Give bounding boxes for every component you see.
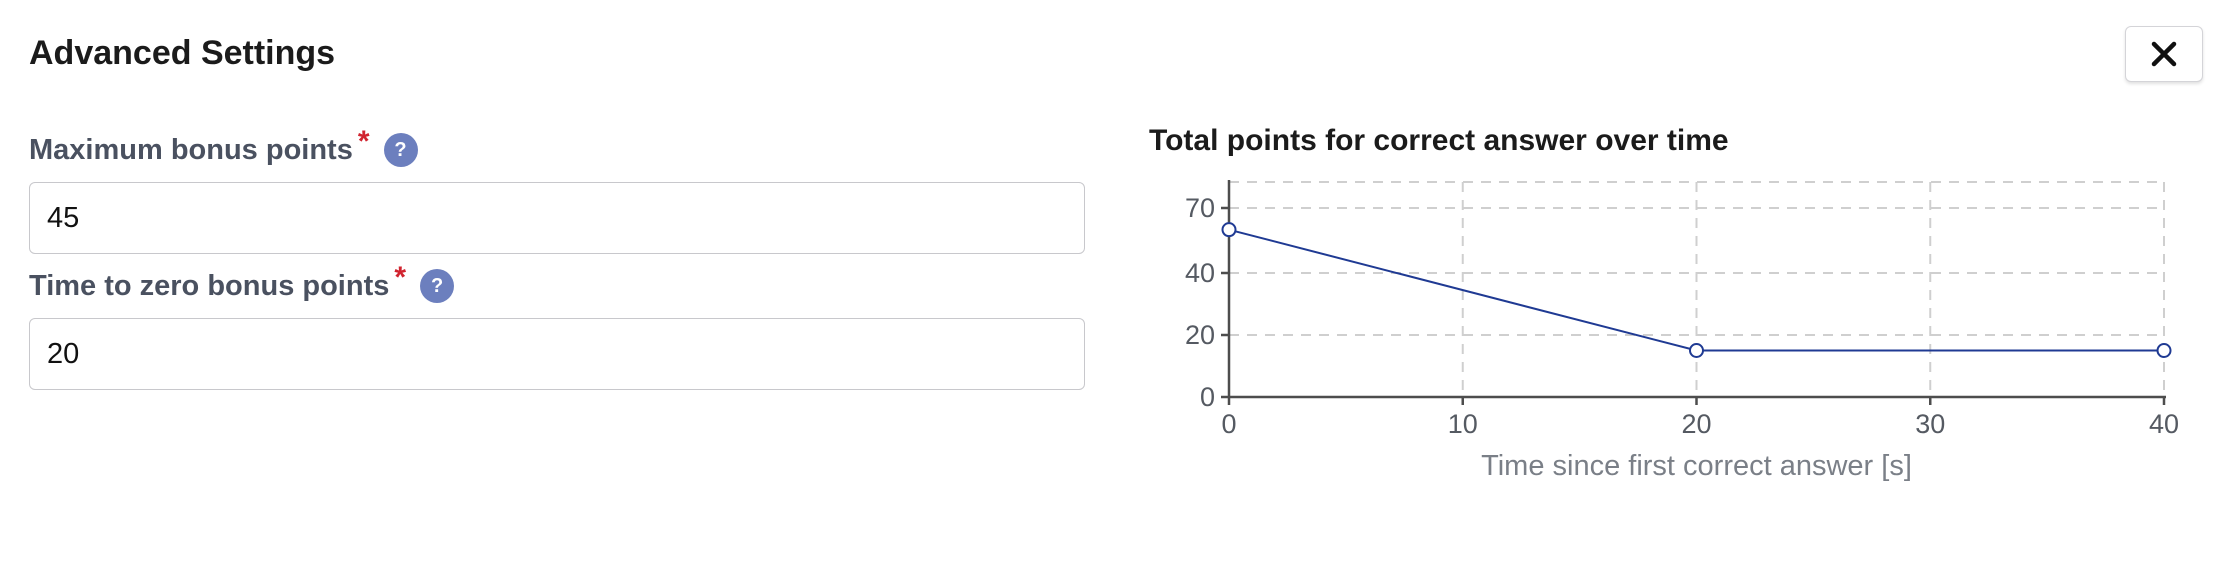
chart-axes xyxy=(1221,180,2166,405)
chart-title: Total points for correct answer over tim… xyxy=(1149,124,1729,157)
time-to-zero-input[interactable] xyxy=(29,318,1085,390)
x-tick-label: 0 xyxy=(1221,409,1236,439)
max-bonus-label: Maximum bonus points xyxy=(29,133,353,166)
x-tick-label: 20 xyxy=(1681,409,1711,439)
data-point xyxy=(2156,343,2172,358)
y-tick-label: 20 xyxy=(1185,320,1215,350)
y-tick-label: 0 xyxy=(1200,382,1215,412)
close-button[interactable] xyxy=(2125,26,2203,82)
data-point xyxy=(1221,222,1237,238)
time-to-zero-label-row: Time to zero bonus points * ? xyxy=(29,261,455,303)
y-tick-label: 70 xyxy=(1185,193,1215,223)
chart-grid xyxy=(1229,181,2165,397)
help-icon[interactable]: ? xyxy=(420,269,455,303)
chart-labels: 0 10 20 30 40 0 20 40 70 Time since first correct… xyxy=(1185,193,2179,482)
close-icon xyxy=(2151,41,2177,67)
points-over-time-chart: 0 10 20 30 40 0 20 40 70 Time since first correct… xyxy=(1185,180,2179,482)
required-asterisk: * xyxy=(357,125,370,158)
max-bonus-input[interactable] xyxy=(29,182,1085,254)
x-tick-label: 30 xyxy=(1915,409,1945,439)
required-asterisk: * xyxy=(394,261,407,294)
data-point xyxy=(1689,343,1704,358)
help-icon[interactable]: ? xyxy=(383,133,418,167)
x-axis-title: Time since first correct answer [s] xyxy=(1481,450,1912,482)
time-to-zero-label: Time to zero bonus points xyxy=(29,269,390,302)
y-tick-label: 40 xyxy=(1185,258,1215,288)
x-tick-label: 40 xyxy=(2149,409,2179,439)
x-tick-label: 10 xyxy=(1448,409,1478,439)
chart-series xyxy=(1221,222,2172,358)
dialog-title: Advanced Settings xyxy=(29,34,336,72)
max-bonus-label-row: Maximum bonus points * ? xyxy=(29,125,418,167)
